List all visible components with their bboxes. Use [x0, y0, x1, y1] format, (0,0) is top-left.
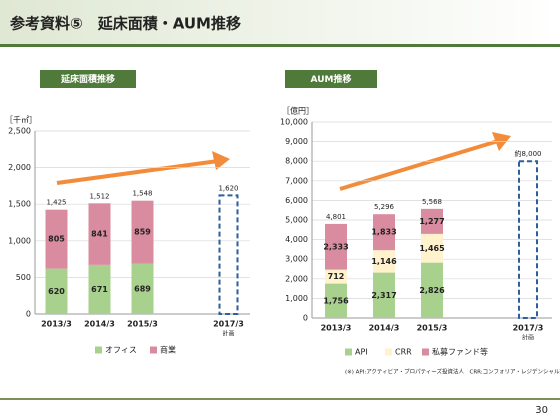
category-note: 計画 [522, 334, 534, 342]
legend-swatch [345, 348, 352, 356]
bar-segment [131, 263, 154, 314]
x-tick-label: 2014/3 [369, 324, 400, 333]
bar-segment [373, 250, 395, 273]
slide-title: 参考資料⑤ 延床面積・AUM推移 [10, 15, 241, 33]
bar-segment [45, 268, 68, 314]
page-number: 30 [535, 405, 548, 416]
legend-swatch [150, 346, 157, 354]
bar-segment [88, 264, 111, 314]
segment-label: 2,333 [323, 242, 348, 251]
segment-label: 859 [134, 228, 151, 237]
x-tick-label: 2013/3 [321, 324, 352, 333]
y-tick-label: 6,000 [285, 196, 308, 205]
y-tick-label: 2,000 [285, 274, 308, 283]
legend-swatch [385, 348, 392, 356]
y-tick-label: 5,000 [285, 216, 308, 225]
x-tick-label: 2015/3 [127, 320, 158, 329]
bar-segment [88, 203, 111, 265]
x-tick-label: 2014/3 [84, 320, 115, 329]
segment-label: 671 [91, 285, 108, 294]
y-tick-label: 4,000 [285, 235, 308, 244]
segment-label: 1,465 [419, 244, 445, 253]
legend-swatch [422, 348, 429, 356]
segment-label: 1,146 [371, 257, 397, 266]
y-tick-label: 3,000 [285, 255, 308, 264]
legend-label: オフィス [105, 346, 137, 355]
total-label: 1,620 [218, 184, 238, 192]
y-tick-label: 0 [303, 314, 308, 323]
total-label: 約8,000 [514, 149, 541, 158]
y-tick-label: 9,000 [285, 137, 308, 146]
bar-segment [45, 209, 68, 269]
total-label: 4,801 [326, 213, 346, 221]
y-tick-label: 7,000 [285, 176, 308, 185]
legend-label: CRR [395, 348, 412, 357]
y-tick-label: 500 [16, 273, 31, 282]
chart-title: AUM推移 [311, 73, 352, 85]
chart-title: 延床面積推移 [60, 73, 115, 85]
bar-segment [325, 283, 347, 318]
segment-label: 1,277 [419, 217, 444, 226]
unit-label: ［億円］ [282, 106, 314, 116]
trend-arrow [56, 159, 219, 185]
arrow-head [212, 151, 230, 170]
legend-label: 私募ファンド等 [432, 347, 488, 357]
x-tick-label: 2013/3 [41, 320, 72, 329]
segment-label: 2,826 [419, 286, 445, 295]
header-rule [0, 44, 560, 47]
bar-segment [373, 272, 395, 318]
segment-label: 841 [91, 230, 108, 239]
legend-label: API [355, 348, 368, 357]
bar-segment [325, 223, 347, 270]
total-label: 1,512 [89, 192, 109, 200]
segment-label: 1,756 [323, 296, 349, 305]
total-label: 1,548 [132, 190, 152, 198]
segment-label: 712 [328, 272, 345, 281]
bar-segment [421, 262, 443, 318]
segment-label: 1,833 [371, 228, 396, 237]
bar-segment [373, 214, 395, 251]
chart-title-box [285, 70, 377, 88]
segment-label: 689 [134, 284, 151, 293]
unit-label: ［千㎡］ [5, 115, 37, 125]
total-label: 1,425 [46, 199, 66, 207]
y-tick-label: 0 [26, 310, 31, 319]
bar-segment [325, 269, 347, 284]
y-tick-label: 1,000 [285, 294, 308, 303]
bar-segment [421, 208, 443, 234]
chart-title-box [40, 70, 136, 88]
segment-label: 805 [48, 235, 65, 244]
x-tick-label: 2017/3 [213, 320, 244, 329]
legend-label: 商業 [160, 345, 176, 355]
segment-label: 2,317 [371, 291, 396, 300]
category-note: 計画 [222, 330, 234, 338]
y-tick-label: 1,500 [8, 200, 31, 209]
y-tick-label: 8,000 [285, 157, 308, 166]
x-tick-label: 2015/3 [417, 324, 448, 333]
x-tick-label: 2017/3 [513, 324, 544, 333]
bar-segment [421, 233, 443, 263]
bar-segment [131, 200, 154, 264]
header-band [0, 0, 560, 44]
y-tick-label: 1,000 [8, 236, 31, 245]
plan-bar [218, 194, 239, 315]
segment-label: 620 [48, 287, 65, 296]
plan-bar [518, 160, 538, 319]
footer-rule [0, 398, 560, 400]
total-label: 5,296 [374, 203, 395, 211]
total-label: 5,568 [422, 198, 442, 206]
footnote: (※) API:アクティビア・プロパティーズ投資法人 CRR:コンフォリア・レジ… [345, 368, 560, 376]
y-tick-label: 10,000 [280, 118, 308, 127]
y-tick-label: 2,000 [8, 163, 31, 172]
y-tick-label: 2,500 [8, 127, 31, 136]
legend-swatch [95, 346, 102, 354]
